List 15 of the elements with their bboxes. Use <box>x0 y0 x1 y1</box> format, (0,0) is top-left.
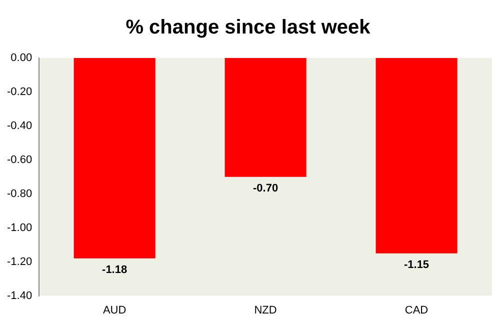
y-tick-label: -0.20 <box>6 86 32 98</box>
data-label: -1.18 <box>102 264 128 276</box>
chart-title: % change since last week <box>126 16 372 39</box>
data-label: -0.70 <box>252 182 278 194</box>
y-tick-label: -0.60 <box>6 154 32 166</box>
x-tick-label: NZD <box>254 304 277 316</box>
y-tick-label: -0.40 <box>6 120 32 132</box>
y-tick-label: -0.80 <box>6 188 32 200</box>
y-tick-label: 0.00 <box>10 52 32 64</box>
data-label: -1.15 <box>404 258 430 271</box>
y-tick-label: -1.00 <box>6 222 32 234</box>
y-tick-label: -1.20 <box>6 256 32 268</box>
x-tick-label: AUD <box>102 304 126 316</box>
x-tick-label: CAD <box>404 304 428 316</box>
y-tick-label: -1.40 <box>6 290 32 302</box>
